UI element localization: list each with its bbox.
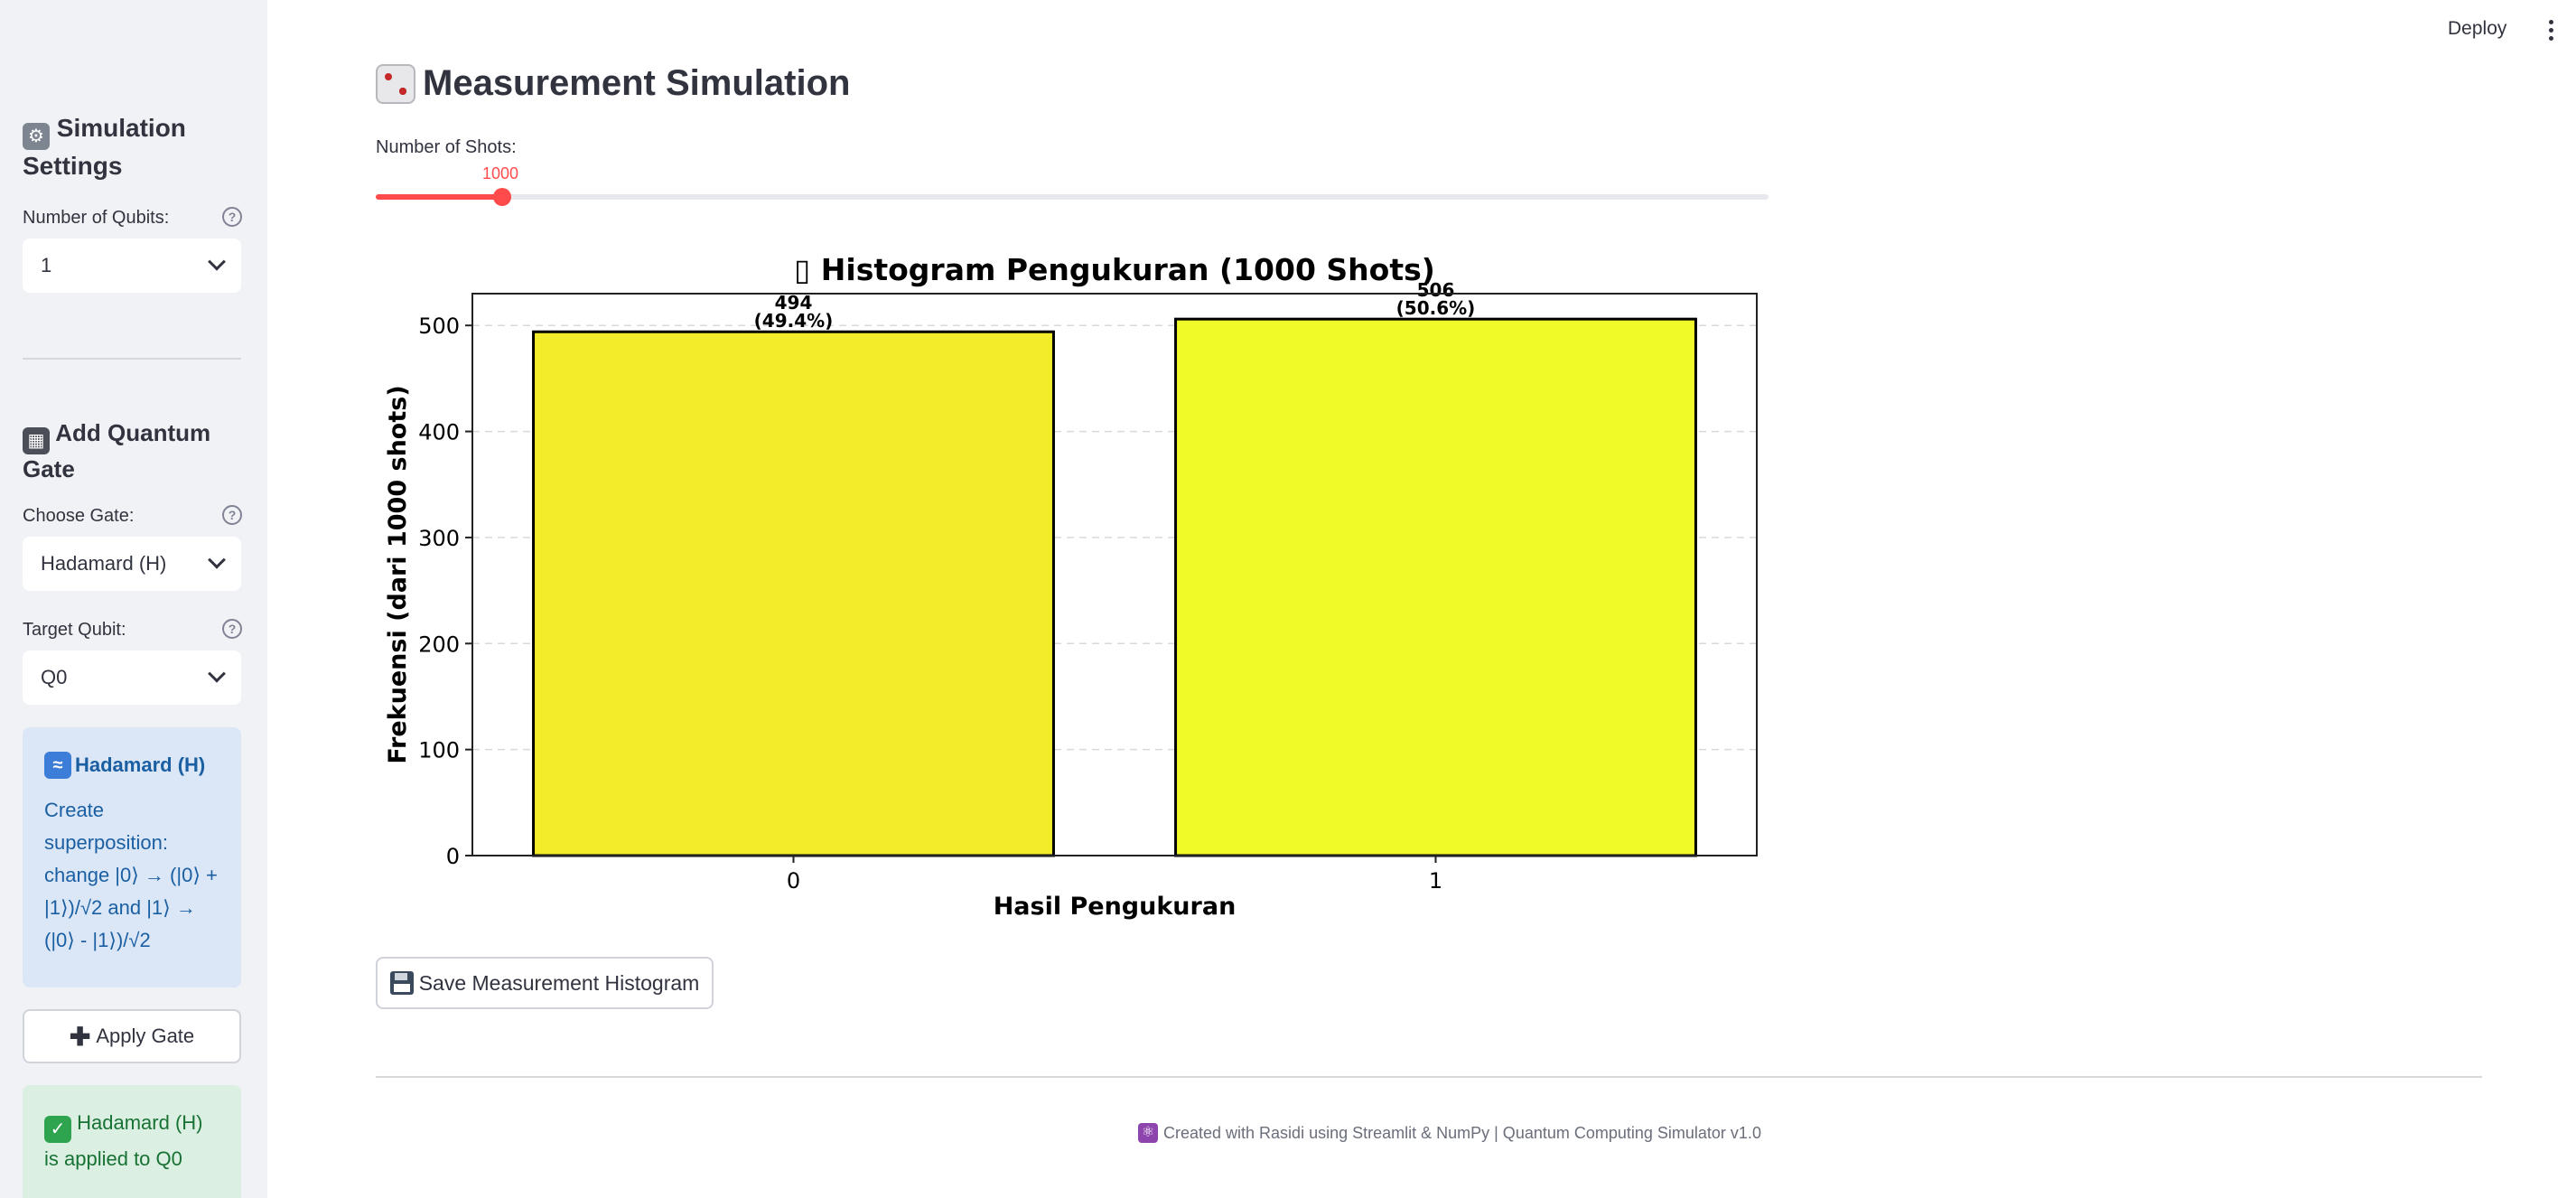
bar-percent-label: (50.6%) bbox=[1396, 297, 1476, 319]
gate-info-title: ≈ Hadamard (H) bbox=[44, 749, 219, 782]
chevron-down-icon bbox=[208, 550, 226, 569]
plus-icon: ✚ bbox=[69, 1022, 91, 1051]
apply-gate-button[interactable]: ✚ Apply Gate bbox=[23, 1009, 241, 1063]
measurement-histogram: ▯ Histogram Pengukuran (1000 Shots) 494(… bbox=[384, 252, 1758, 921]
simulation-settings-heading: ⚙ Simulation Settings bbox=[23, 114, 186, 180]
help-icon[interactable]: ? bbox=[222, 207, 242, 227]
bar-count-label: 506 bbox=[1417, 279, 1455, 301]
gear-icon: ⚙ bbox=[23, 123, 50, 150]
x-axis-label: Hasil Pengukuran bbox=[994, 893, 1237, 921]
control-knobs-icon: ▦ bbox=[23, 427, 50, 454]
chevron-down-icon bbox=[208, 252, 226, 271]
target-qubit-select[interactable]: Q0 bbox=[23, 650, 241, 705]
deploy-button[interactable]: Deploy bbox=[2448, 18, 2507, 39]
shots-slider-label: Number of Shots: bbox=[376, 137, 517, 157]
footer-divider bbox=[376, 1076, 2482, 1078]
floppy-disk-icon bbox=[389, 971, 414, 995]
y-tick-label: 400 bbox=[418, 420, 460, 445]
y-tick-label: 100 bbox=[418, 738, 460, 763]
gate-info-text: Create superposition: change |0⟩ → (|0⟩ … bbox=[44, 799, 218, 951]
choose-gate-value: Hadamard (H) bbox=[41, 552, 167, 575]
y-tick-label: 300 bbox=[418, 526, 460, 551]
x-tick-label: 1 bbox=[1429, 868, 1442, 894]
y-tick-label: 500 bbox=[418, 314, 460, 339]
sidebar: ⚙ Simulation Settings Number of Qubits: … bbox=[0, 0, 267, 1198]
shots-slider-thumb[interactable] bbox=[493, 188, 512, 206]
bar-0 bbox=[532, 330, 1055, 857]
plot-frame bbox=[471, 293, 1758, 856]
choose-gate-label: Choose Gate: bbox=[23, 506, 135, 526]
wave-icon: ≈ bbox=[44, 752, 71, 779]
gate-info-box: ≈ Hadamard (H) Create superposition: cha… bbox=[23, 727, 241, 987]
bar-1 bbox=[1174, 317, 1697, 857]
bar-percent-label: (49.4%) bbox=[754, 310, 834, 332]
success-message: ✓ Hadamard (H) is applied to Q0 bbox=[23, 1085, 241, 1198]
atom-icon: ⚛ bbox=[1138, 1123, 1158, 1143]
num-qubits-value: 1 bbox=[41, 254, 52, 276]
add-gate-heading: ▦ Add Quantum Gate bbox=[23, 419, 211, 482]
help-icon[interactable]: ? bbox=[222, 619, 242, 639]
y-tick-label: 200 bbox=[418, 632, 460, 657]
help-icon[interactable]: ? bbox=[222, 505, 242, 525]
num-qubits-label: Number of Qubits: bbox=[23, 208, 170, 228]
dice-icon bbox=[376, 63, 415, 104]
footer: ⚛ Created with Rasidi using Streamlit & … bbox=[1138, 1123, 1761, 1143]
choose-gate-select[interactable]: Hadamard (H) bbox=[23, 537, 241, 591]
target-qubit-value: Q0 bbox=[41, 666, 68, 688]
save-histogram-button[interactable]: Save Measurement Histogram bbox=[376, 957, 714, 1009]
chart-title: ▯ Histogram Pengukuran (1000 Shots) bbox=[794, 252, 1435, 287]
shots-slider-track[interactable] bbox=[376, 194, 1769, 200]
more-menu-icon[interactable] bbox=[2549, 20, 2554, 44]
page-title: Measurement Simulation bbox=[376, 63, 850, 104]
shots-slider-value: 1000 bbox=[482, 164, 519, 183]
y-tick-label: 0 bbox=[446, 844, 460, 869]
chevron-down-icon bbox=[208, 664, 226, 683]
target-qubit-label: Target Qubit: bbox=[23, 620, 126, 640]
shots-slider-fill bbox=[376, 194, 503, 200]
x-tick-label: 0 bbox=[787, 868, 800, 894]
sidebar-divider bbox=[23, 358, 241, 360]
y-axis-label: Frekuensi (dari 1000 shots) bbox=[384, 385, 412, 763]
bar-count-label: 494 bbox=[775, 292, 813, 314]
check-icon: ✓ bbox=[44, 1116, 71, 1143]
num-qubits-select[interactable]: 1 bbox=[23, 239, 241, 293]
